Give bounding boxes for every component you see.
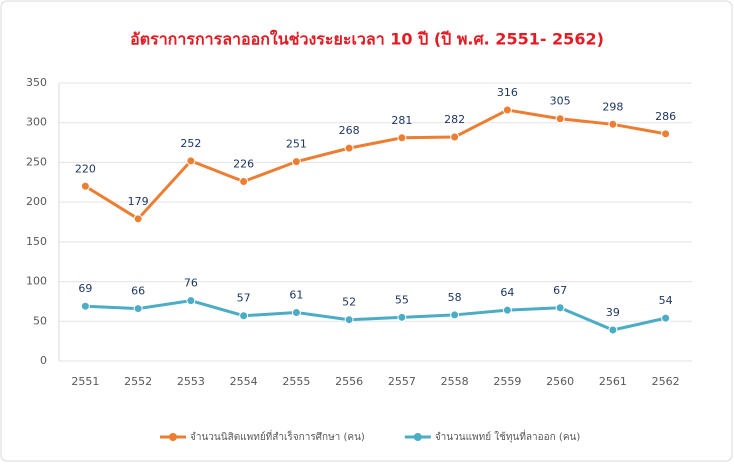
y-tick-label: 0 bbox=[40, 354, 47, 367]
y-tick-label: 100 bbox=[26, 275, 47, 288]
data-label: 39 bbox=[606, 306, 620, 319]
data-point bbox=[450, 132, 460, 142]
data-label: 64 bbox=[500, 286, 514, 299]
data-point bbox=[239, 311, 249, 321]
legend-label: จำนวนนิสิตแพทย์ที่สำเร็จการศึกษา (คน) bbox=[190, 429, 365, 443]
data-point bbox=[344, 315, 354, 325]
data-point bbox=[661, 313, 671, 323]
data-point bbox=[555, 303, 565, 313]
data-point bbox=[502, 105, 512, 115]
x-tick-label: 2553 bbox=[177, 375, 205, 388]
data-point bbox=[397, 133, 407, 143]
data-label: 52 bbox=[342, 296, 356, 309]
data-point bbox=[186, 156, 196, 166]
data-label: 252 bbox=[180, 137, 201, 150]
data-point bbox=[291, 157, 301, 167]
x-tick-label: 2552 bbox=[124, 375, 152, 388]
data-point bbox=[80, 181, 90, 191]
x-tick-label: 2561 bbox=[599, 375, 627, 388]
data-point bbox=[608, 119, 618, 129]
data-label: 66 bbox=[131, 285, 145, 298]
data-label: 55 bbox=[395, 293, 409, 306]
data-point bbox=[186, 296, 196, 306]
y-tick-label: 150 bbox=[26, 235, 47, 248]
data-point bbox=[661, 129, 671, 139]
data-label: 226 bbox=[233, 157, 254, 170]
data-label: 67 bbox=[553, 284, 567, 297]
y-tick-label: 250 bbox=[26, 155, 47, 168]
data-label: 58 bbox=[448, 291, 462, 304]
y-tick-label: 350 bbox=[26, 76, 47, 89]
data-label: 282 bbox=[444, 113, 465, 126]
y-tick-label: 300 bbox=[26, 116, 47, 129]
data-label: 54 bbox=[659, 294, 673, 307]
data-point bbox=[291, 308, 301, 318]
data-label: 179 bbox=[128, 195, 149, 208]
data-point bbox=[344, 143, 354, 153]
data-point bbox=[239, 176, 249, 186]
data-label: 61 bbox=[289, 289, 303, 302]
data-label: 57 bbox=[237, 292, 251, 305]
data-point bbox=[133, 214, 143, 224]
data-point bbox=[397, 312, 407, 322]
data-label: 286 bbox=[655, 110, 676, 123]
data-label: 220 bbox=[75, 162, 96, 175]
x-tick-label: 2562 bbox=[652, 375, 680, 388]
data-point bbox=[80, 301, 90, 311]
legend-marker bbox=[169, 433, 177, 441]
x-tick-label: 2558 bbox=[441, 375, 469, 388]
data-label: 69 bbox=[78, 282, 92, 295]
x-tick-label: 2557 bbox=[388, 375, 416, 388]
data-point bbox=[133, 304, 143, 314]
x-tick-label: 2551 bbox=[71, 375, 99, 388]
x-tick-label: 2554 bbox=[230, 375, 258, 388]
legend-marker bbox=[413, 433, 422, 441]
data-label: 281 bbox=[391, 114, 412, 127]
y-tick-label: 200 bbox=[26, 195, 47, 208]
chart-title: อัตราการการลาออกในช่วงระยะเวลา 10 ปี (ปี… bbox=[130, 30, 604, 49]
data-label: 316 bbox=[497, 86, 518, 99]
data-point bbox=[502, 305, 512, 315]
x-tick-label: 2555 bbox=[282, 375, 310, 388]
data-label: 305 bbox=[550, 95, 571, 108]
data-point bbox=[555, 114, 565, 124]
series-line bbox=[85, 299, 666, 332]
data-label: 76 bbox=[184, 277, 198, 290]
series-line bbox=[84, 108, 666, 221]
data-point bbox=[450, 310, 460, 320]
y-tick-label: 50 bbox=[33, 314, 47, 327]
data-label: 251 bbox=[286, 138, 307, 151]
x-tick-label: 2560 bbox=[546, 375, 574, 388]
data-label: 298 bbox=[602, 100, 623, 113]
data-point bbox=[608, 325, 618, 335]
legend-label: จำนวนแพทย์ ใช้ทุนที่ลาออก (คน) bbox=[435, 429, 581, 443]
x-tick-label: 2556 bbox=[335, 375, 363, 388]
data-label: 268 bbox=[339, 124, 360, 137]
x-tick-label: 2559 bbox=[493, 375, 521, 388]
